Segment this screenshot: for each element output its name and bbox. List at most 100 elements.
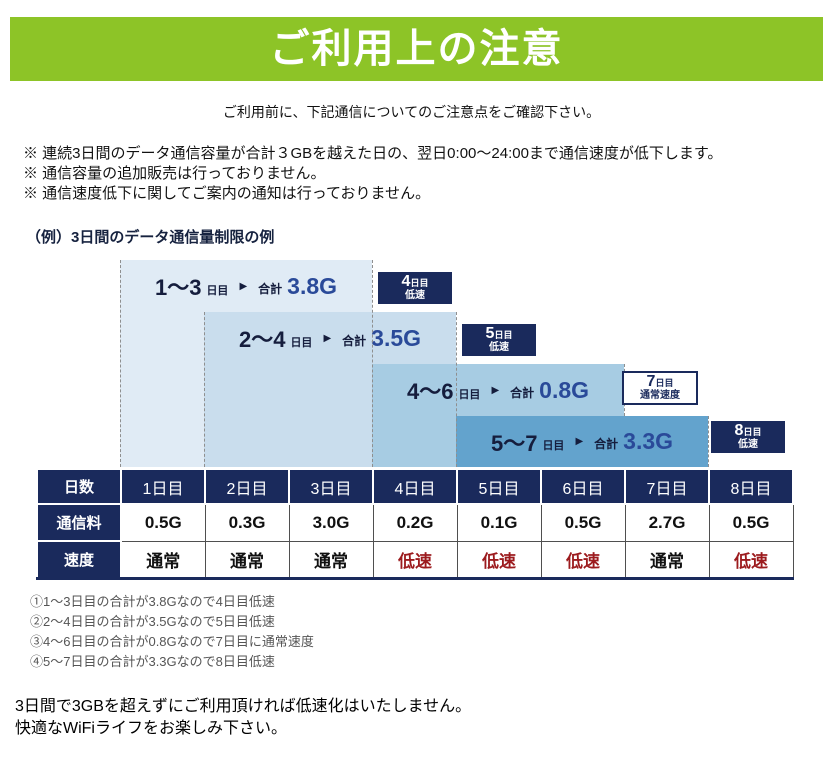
bar-total-label: 合計: [510, 385, 535, 400]
bar-total-label: 合計: [342, 333, 367, 348]
footnote-line: ④5～7日目の合計が3.3Gなので8日目低速: [30, 654, 275, 669]
value-cell: 低速: [540, 540, 626, 579]
closing-text: 3日間で3GBを超えずにご利用頂ければ低速化はいたしません。 快適なWiFiライフ…: [15, 696, 471, 740]
value-cell: 通常: [120, 540, 206, 579]
closing-line: 3日間で3GBを超えずにご利用頂ければ低速化はいたしません。: [15, 698, 472, 715]
day-badge-5: 5日目 低速: [462, 324, 536, 356]
table-row: 通信料 0.5G 0.3G 3.0G 0.2G 0.1G 0.5G 2.7G 0.5G: [36, 503, 794, 542]
note-line: ※ 通信速度低下に関してご案内の通知は行っておりません。: [23, 185, 431, 202]
bar-range: 1～3: [154, 275, 202, 300]
badge-day-number: 7: [646, 373, 656, 391]
value-cell: 低速: [708, 540, 794, 579]
day-header-cell: 5日目: [456, 468, 542, 505]
day-header-cell: 2日目: [204, 468, 290, 505]
badge-day-line: 7日目: [646, 373, 674, 391]
bar-amount: 3.3G: [623, 428, 674, 454]
example-heading: （例）3日間のデータ通信量制限の例: [26, 229, 275, 246]
badge-status: 低速: [489, 342, 509, 354]
dashed-guide: [708, 416, 709, 467]
bar-range: 2～4: [238, 327, 286, 352]
badge-day-unit: 日目: [410, 278, 429, 289]
badge-day-unit: 日目: [743, 427, 762, 438]
day-header-cell: 8日目: [708, 468, 794, 505]
day-table: 日数 1日目 2日目 3日目 4日目 5日目 6日目 7日目 8日目 通信料 0.5G 0.3G 3.…: [36, 468, 794, 580]
day-header-cell: 1日目: [120, 468, 206, 505]
note-line: ※ 連続3日間のデータ通信容量が合計３GBを越えた日の、翌日0:00～24:00…: [23, 145, 723, 162]
badge-day-line: 4日目: [401, 273, 429, 291]
bar-range: 5～7: [490, 430, 538, 456]
arrow-right-icon: ▶: [323, 332, 332, 344]
day-header-cell: 6日目: [540, 468, 626, 505]
page-title: ご利用上の注意: [269, 27, 564, 71]
bar-total-label: 合計: [594, 437, 619, 451]
bar-range: 4～6: [406, 379, 454, 404]
day-table-head: 日数 1日目 2日目 3日目 4日目 5日目 6日目 7日目 8日目: [36, 468, 794, 505]
badge-day-number: 5: [485, 325, 495, 343]
table-corner-cell: 日数: [36, 468, 122, 505]
badge-day-line: 8日目: [734, 422, 762, 440]
badge-status: 低速: [405, 290, 425, 302]
value-cell: 0.5G: [540, 503, 626, 542]
dashed-guide: [120, 260, 121, 467]
bar-range-unit: 日目: [458, 388, 481, 401]
usage-bar-3: 4～6 日目 ▶ 合計 0.8G: [372, 364, 624, 467]
bar-total-label: 合計: [258, 281, 283, 296]
day-header-cell: 7日目: [624, 468, 710, 505]
notes-list: ※ 連続3日間のデータ通信容量が合計３GBを越えた日の、翌日0:00～24:00…: [23, 144, 722, 204]
value-cell: 0.2G: [372, 503, 458, 542]
value-cell: 0.3G: [204, 503, 290, 542]
value-cell: 0.1G: [456, 503, 542, 542]
footnote-line: ②2～4日目の合計が3.5Gなので5日目低速: [30, 614, 275, 629]
usage-bar-label: 2～4 日目 ▶ 合計 3.5G: [204, 312, 456, 364]
badge-status: 通常速度: [640, 390, 680, 402]
badge-day-line: 5日目: [485, 325, 513, 343]
day-table-body: 通信料 0.5G 0.3G 3.0G 0.2G 0.1G 0.5G 2.7G 0.5G 速度 通常通…: [36, 503, 794, 579]
value-cell: 通常: [204, 540, 290, 579]
usage-bar-1: 1～3 日目 ▶ 合計 3.8G: [120, 260, 372, 467]
note-line: ※ 通信容量の追加販売は行っておりません。: [23, 165, 326, 182]
day-badge-7: 7日目 通常速度: [622, 371, 698, 405]
value-cell: 低速: [456, 540, 542, 579]
arrow-right-icon: ▶: [239, 280, 248, 292]
value-cell: 低速: [372, 540, 458, 579]
usage-bar-label: 1～3 日目 ▶ 合計 3.8G: [120, 260, 372, 312]
value-cell: 3.0G: [288, 503, 374, 542]
value-cell: 通常: [288, 540, 374, 579]
value-cell: 0.5G: [708, 503, 794, 542]
badge-day-number: 4: [401, 273, 411, 291]
dashed-guide: [624, 364, 625, 416]
usage-bar-label: 5～7 日目 ▶ 合計 3.3G: [456, 416, 708, 467]
day-header-cell: 4日目: [372, 468, 458, 505]
value-cell: 通常: [624, 540, 710, 579]
bar-amount: 0.8G: [539, 376, 590, 403]
page-header: ご利用上の注意: [10, 17, 823, 81]
table-row: 速度 通常 通常 通常 低速 低速 低速 通常 低速: [36, 540, 794, 579]
bar-range-unit: 日目: [206, 284, 229, 297]
usage-bar-2: 2～4 日目 ▶ 合計 3.5G: [204, 312, 456, 467]
bar-range-unit: 日目: [290, 336, 313, 349]
row-label-cell: 速度: [36, 540, 122, 579]
dashed-guide: [204, 312, 205, 467]
dashed-guide: [456, 312, 457, 467]
day-badge-8: 8日目 低速: [711, 421, 785, 453]
row-label-cell: 通信料: [36, 503, 122, 542]
dashed-guide: [372, 260, 373, 467]
footnote-line: ③4～6日目の合計が0.8Gなので7日目に通常速度: [30, 634, 314, 649]
table-header-row: 日数 1日目 2日目 3日目 4日目 5日目 6日目 7日目 8日目: [36, 468, 794, 505]
day-header-cell: 3日目: [288, 468, 374, 505]
usage-bar-label: 4～6 日目 ▶ 合計 0.8G: [372, 364, 624, 416]
day-badge-4: 4日目 低速: [378, 272, 452, 304]
usage-bar-4: 5～7 日目 ▶ 合計 3.3G: [456, 416, 708, 467]
badge-status: 低速: [738, 439, 758, 451]
bar-amount: 3.5G: [371, 324, 422, 351]
page-subtitle: ご利用前に、下記通信についてのご注意点をご確認下さい。: [222, 104, 601, 120]
footnote-line: ①1～3日目の合計が3.8Gなので4日目低速: [30, 594, 275, 609]
bar-amount: 3.8G: [287, 272, 338, 299]
closing-line: 快適なWiFiライフをお楽しみ下さい。: [15, 720, 287, 737]
arrow-right-icon: ▶: [491, 384, 500, 396]
value-cell: 0.5G: [120, 503, 206, 542]
badge-day-unit: 日目: [494, 330, 513, 341]
badge-day-number: 8: [734, 422, 744, 440]
badge-day-unit: 日目: [655, 378, 674, 389]
